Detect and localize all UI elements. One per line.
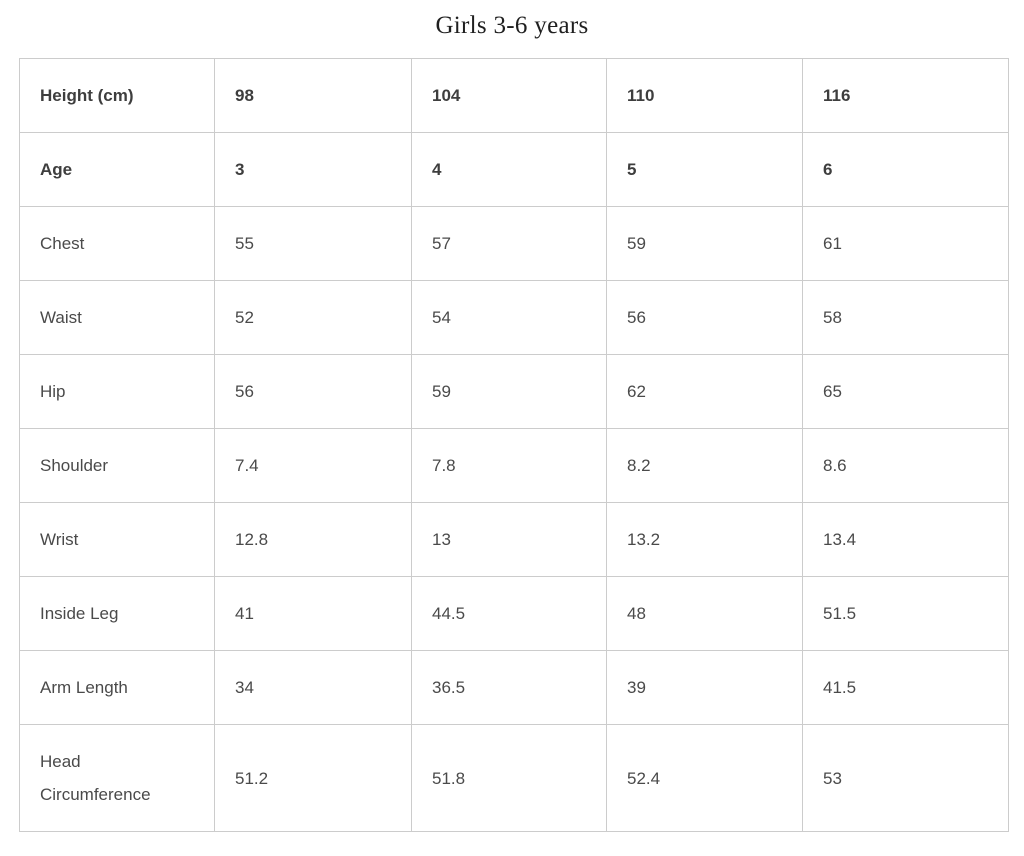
value-cell: 56	[214, 354, 412, 429]
value-cell: 104	[411, 58, 607, 133]
value-cell: 53	[802, 724, 1009, 832]
value-cell: 3	[214, 132, 412, 207]
table-row: Inside Leg 41 44.5 48 51.5	[19, 576, 1009, 651]
value-cell: 13	[411, 502, 607, 577]
value-cell: 13.2	[606, 502, 803, 577]
value-cell: 41.5	[802, 650, 1009, 725]
value-cell: 7.4	[214, 428, 412, 503]
table-row: Height (cm) 98 104 110 116	[19, 58, 1009, 133]
value-cell: 110	[606, 58, 803, 133]
row-label: Hip	[19, 354, 215, 429]
size-chart-table: Height (cm) 98 104 110 116 Age 3 4 5 6 Chest 55 57 59…	[19, 58, 1009, 832]
row-label: Chest	[19, 206, 215, 281]
page-title: Girls 3-6 years	[435, 12, 589, 39]
value-cell: 36.5	[411, 650, 607, 725]
value-cell: 41	[214, 576, 412, 651]
row-label: Wrist	[19, 502, 215, 577]
value-cell: 12.8	[214, 502, 412, 577]
value-cell: 52.4	[606, 724, 803, 832]
table-row: Age 3 4 5 6	[19, 132, 1009, 207]
table-row: Head Circumference 51.2 51.8 52.4 53	[19, 724, 1009, 832]
table-row: Wrist 12.8 13 13.2 13.4	[19, 502, 1009, 577]
value-cell: 98	[214, 58, 412, 133]
value-cell: 65	[802, 354, 1009, 429]
value-cell: 59	[606, 206, 803, 281]
value-cell: 58	[802, 280, 1009, 355]
value-cell: 57	[411, 206, 607, 281]
value-cell: 51.5	[802, 576, 1009, 651]
value-cell: 54	[411, 280, 607, 355]
value-cell: 39	[606, 650, 803, 725]
value-cell: 52	[214, 280, 412, 355]
row-label: Arm Length	[19, 650, 215, 725]
value-cell: 62	[606, 354, 803, 429]
value-cell: 6	[802, 132, 1009, 207]
value-cell: 13.4	[802, 502, 1009, 577]
table-row: Shoulder 7.4 7.8 8.2 8.6	[19, 428, 1009, 503]
value-cell: 8.2	[606, 428, 803, 503]
value-cell: 51.8	[411, 724, 607, 832]
row-label: Height (cm)	[19, 58, 215, 133]
row-label: Shoulder	[19, 428, 215, 503]
value-cell: 8.6	[802, 428, 1009, 503]
table-row: Hip 56 59 62 65	[19, 354, 1009, 429]
value-cell: 4	[411, 132, 607, 207]
value-cell: 5	[606, 132, 803, 207]
value-cell: 59	[411, 354, 607, 429]
table-row: Waist 52 54 56 58	[19, 280, 1009, 355]
table-row: Arm Length 34 36.5 39 41.5	[19, 650, 1009, 725]
value-cell: 44.5	[411, 576, 607, 651]
value-cell: 48	[606, 576, 803, 651]
row-label: Inside Leg	[19, 576, 215, 651]
table-row: Chest 55 57 59 61	[19, 206, 1009, 281]
row-label: Age	[19, 132, 215, 207]
value-cell: 61	[802, 206, 1009, 281]
value-cell: 51.2	[214, 724, 412, 832]
value-cell: 34	[214, 650, 412, 725]
row-label: Waist	[19, 280, 215, 355]
value-cell: 7.8	[411, 428, 607, 503]
row-label: Head Circumference	[19, 724, 215, 832]
value-cell: 55	[214, 206, 412, 281]
size-table-body: Height (cm) 98 104 110 116 Age 3 4 5 6 Chest 55 57 59…	[19, 58, 1009, 832]
value-cell: 116	[802, 58, 1009, 133]
value-cell: 56	[606, 280, 803, 355]
